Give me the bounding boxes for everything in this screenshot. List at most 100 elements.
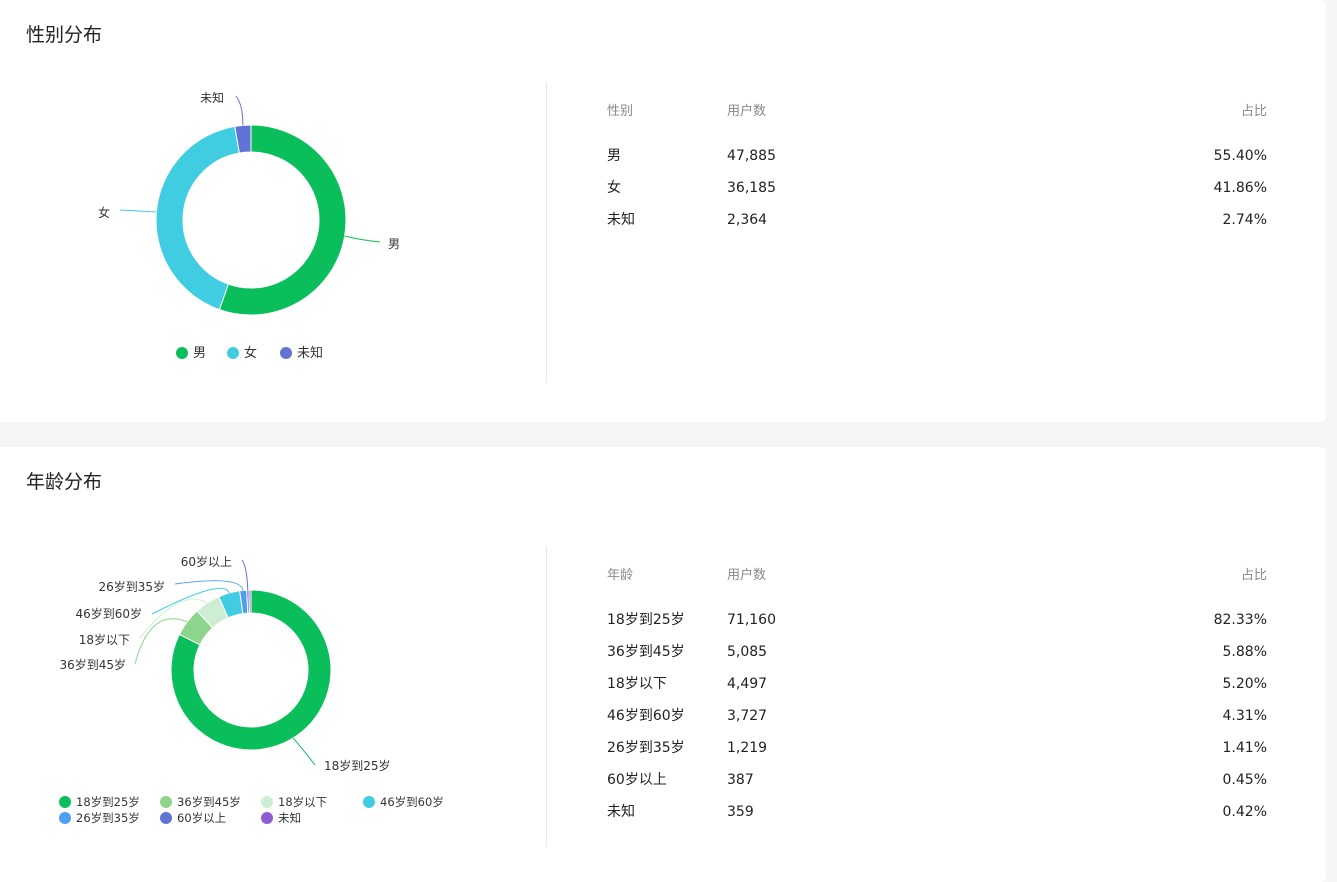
- legend-marker-icon[interactable]: [227, 347, 239, 359]
- gender-title: 性别分布: [26, 24, 103, 46]
- legend-label[interactable]: 18岁以下: [278, 795, 327, 809]
- table-row: 女 36,185 41.86%: [607, 172, 1267, 204]
- row-percent: 55.40%: [1213, 148, 1267, 164]
- table-row: 46岁到60岁 3,727 4.31%: [607, 700, 1267, 732]
- row-percent: 5.20%: [1222, 676, 1267, 692]
- table-row: 26岁到35岁 1,219 1.41%: [607, 732, 1267, 764]
- donut-slice[interactable]: [234, 124, 252, 154]
- legend-label[interactable]: 未知: [278, 811, 301, 825]
- row-percent: 4.31%: [1222, 708, 1267, 724]
- leader-line: [241, 559, 249, 591]
- row-percent: 41.86%: [1213, 180, 1267, 196]
- row-label: 36岁到45岁: [607, 644, 685, 660]
- age-table: 年龄 用户数 占比 18岁到25岁 71,160 82.33% 36岁到45岁 5,…: [607, 560, 1267, 828]
- legend-marker-icon[interactable]: [261, 812, 273, 824]
- legend-label[interactable]: 26岁到35岁: [76, 811, 140, 825]
- leader-line: [151, 587, 230, 615]
- table-row: 36岁到45岁 5,085 5.88%: [607, 636, 1267, 668]
- row-label: 18岁以下: [607, 676, 667, 692]
- leader-line: [344, 235, 381, 243]
- row-count: 5,085: [727, 644, 768, 660]
- row-label: 女: [607, 180, 621, 196]
- row-count: 4,497: [727, 676, 768, 692]
- slice-label: 26岁到35岁: [98, 579, 165, 594]
- legend-marker-icon[interactable]: [59, 812, 71, 824]
- row-percent: 5.88%: [1222, 644, 1267, 660]
- column-header: 占比: [1240, 568, 1267, 583]
- gender-card: 性别分布 男男女女未知 未知 性别 用户数 占比 男 47,885 55.40% 女 …: [0, 0, 1326, 422]
- row-label: 未知: [607, 804, 635, 820]
- row-label: 18岁到25岁: [607, 612, 685, 628]
- donut-slice[interactable]: [155, 125, 240, 311]
- leader-line: [235, 95, 244, 126]
- slice-label: 未知: [200, 91, 224, 105]
- column-header: 用户数: [727, 568, 767, 583]
- row-count: 71,160: [727, 612, 776, 628]
- legend-marker-icon[interactable]: [160, 796, 172, 808]
- slice-label: 女: [98, 205, 110, 220]
- legend-label[interactable]: 36岁到45岁: [177, 795, 241, 809]
- leader-line: [292, 737, 316, 766]
- row-label: 60岁以上: [607, 772, 667, 788]
- gender-table: 性别 用户数 占比 男 47,885 55.40% 女 36,185 41.86% …: [607, 96, 1267, 236]
- column-header: 年龄: [607, 568, 634, 583]
- leader-line: [139, 598, 208, 639]
- row-label: 男: [607, 148, 621, 164]
- donut-slice[interactable]: [218, 124, 347, 316]
- slice-label: 36岁到45岁: [59, 657, 126, 672]
- leader-line: [134, 618, 188, 665]
- row-label: 26岁到35岁: [607, 740, 685, 756]
- slice-label: 男: [388, 237, 400, 251]
- legend-label[interactable]: 18岁到25岁: [76, 795, 140, 809]
- table-row: 男 47,885 55.40%: [607, 140, 1267, 172]
- legend-label[interactable]: 46岁到60岁: [380, 795, 444, 809]
- legend-label[interactable]: 60岁以上: [177, 811, 226, 825]
- table-row: 18岁以下 4,497 5.20%: [607, 668, 1267, 700]
- row-label: 46岁到60岁: [607, 708, 685, 724]
- column-header: 占比: [1240, 104, 1267, 119]
- legend-label[interactable]: 男: [193, 346, 206, 361]
- row-percent: 2.74%: [1222, 212, 1267, 228]
- age-donut-chart: 18岁到25岁 18岁到25岁 36岁到45岁 36岁到45岁 18岁以下 18岁以下 46…: [59, 554, 444, 825]
- legend-marker-icon[interactable]: [280, 347, 292, 359]
- table-row: 未知 2,364 2.74%: [607, 204, 1267, 236]
- leader-line: [119, 209, 157, 213]
- table-header: 性别 用户数 占比: [607, 96, 1267, 128]
- row-count: 359: [727, 804, 754, 820]
- legend-marker-icon[interactable]: [160, 812, 172, 824]
- legend-label[interactable]: 未知: [297, 345, 323, 361]
- row-count: 36,185: [727, 180, 776, 196]
- leader-line: [174, 580, 244, 591]
- legend-marker-icon[interactable]: [363, 796, 375, 808]
- table-header: 年龄 用户数 占比: [607, 560, 1267, 592]
- column-header: 用户数: [727, 104, 767, 119]
- slice-label: 18岁到25岁: [324, 758, 391, 773]
- legend-marker-icon[interactable]: [59, 796, 71, 808]
- divider: [546, 82, 547, 383]
- row-count: 387: [727, 772, 754, 788]
- row-count: 1,219: [727, 740, 768, 756]
- table-row: 未知 359 0.42%: [607, 796, 1267, 828]
- legend-marker-icon[interactable]: [261, 796, 273, 808]
- table-row: 60岁以上 387 0.45%: [607, 764, 1267, 796]
- row-count: 47,885: [727, 148, 776, 164]
- row-percent: 1.41%: [1222, 740, 1267, 756]
- age-title: 年龄分布: [26, 471, 103, 493]
- legend-label[interactable]: 女: [244, 345, 257, 361]
- slice-label: 60岁以上: [181, 554, 232, 569]
- table-row: 18岁到25岁 71,160 82.33%: [607, 604, 1267, 636]
- slice-label: 46岁到60岁: [75, 606, 142, 621]
- row-count: 3,727: [727, 708, 768, 724]
- row-count: 2,364: [727, 212, 768, 228]
- donut-slice[interactable]: [248, 589, 252, 614]
- legend-marker-icon[interactable]: [176, 347, 188, 359]
- row-percent: 0.42%: [1222, 804, 1267, 820]
- donut-slice[interactable]: [170, 589, 332, 751]
- slice-label: 18岁以下: [79, 632, 130, 647]
- column-header: 性别: [607, 104, 634, 119]
- row-percent: 0.45%: [1222, 772, 1267, 788]
- row-label: 未知: [607, 212, 635, 228]
- age-card: 年龄分布 18岁到25岁 18岁到25岁 36岁到45岁 36岁到45岁 18岁以下 18…: [0, 447, 1326, 882]
- divider: [546, 546, 547, 847]
